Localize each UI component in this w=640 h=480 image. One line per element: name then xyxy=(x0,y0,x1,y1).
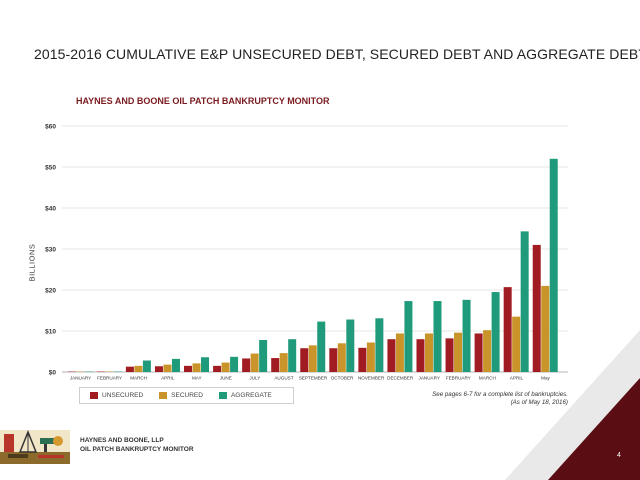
bar-secured xyxy=(424,333,433,372)
y-tick-label: $0 xyxy=(49,370,57,377)
footer-report-name: OIL PATCH BANKRUPTCY MONITOR xyxy=(80,445,194,453)
bar-secured xyxy=(337,343,346,372)
y-tick-label: $30 xyxy=(45,247,56,254)
page-number: 4 xyxy=(617,452,621,459)
bar-unsecured xyxy=(242,358,251,372)
bar-secured xyxy=(541,285,550,372)
y-tick-label: $20 xyxy=(45,288,56,295)
bar-unsecured xyxy=(271,358,280,372)
bar-aggregate xyxy=(171,358,180,372)
bar-secured xyxy=(221,362,230,372)
legend-item-aggregate: AGGREGATE xyxy=(218,392,272,399)
bar-aggregate xyxy=(549,158,558,372)
bar-aggregate xyxy=(404,301,413,372)
bar-unsecured xyxy=(445,338,454,372)
bar-unsecured xyxy=(300,348,309,372)
firm-logo-illustration xyxy=(0,430,70,464)
footer: HAYNES AND BOONE, LLP OIL PATCH BANKRUPT… xyxy=(80,437,194,454)
bar-aggregate xyxy=(375,318,384,372)
x-tick-label: JANUARY xyxy=(419,376,440,381)
bar-aggregate xyxy=(433,301,442,372)
legend-item-secured: SECURED xyxy=(159,392,203,399)
bar-aggregate xyxy=(230,356,239,372)
slide-title: 2015-2016 CUMULATIVE E&P UNSECURED DEBT,… xyxy=(34,46,640,62)
x-tick-label: SEPTEMBER xyxy=(299,376,328,381)
legend-swatch-secured xyxy=(159,392,168,399)
bar-secured xyxy=(308,345,317,372)
bar-aggregate xyxy=(346,319,355,372)
footer-firm-name: HAYNES AND BOONE, LLP xyxy=(80,437,164,444)
x-tick-label: JANUARY xyxy=(70,376,91,381)
bar-aggregate xyxy=(288,339,297,372)
bar-secured xyxy=(163,364,172,372)
legend-label-aggregate: AGGREGATE xyxy=(230,392,272,399)
x-tick-label: FEBRUARY xyxy=(446,376,471,381)
bar-unsecured xyxy=(329,348,338,372)
legend-label-secured: SECURED xyxy=(171,392,203,399)
chart-note: See pages 6-7 for a complete list of ban… xyxy=(432,391,568,407)
bar-aggregate xyxy=(259,340,268,372)
x-tick-label: MARCH xyxy=(479,376,496,381)
bar-aggregate xyxy=(520,231,529,372)
bar-secured xyxy=(192,363,201,372)
bar-aggregate xyxy=(317,321,326,372)
x-tick-label: May xyxy=(541,376,550,381)
bar-secured xyxy=(134,365,143,372)
bar-secured xyxy=(395,333,404,372)
bar-unsecured xyxy=(213,365,222,372)
x-tick-label: FEBRUARY xyxy=(97,376,122,381)
note-line-1: See pages 6-7 for a complete list of ban… xyxy=(432,391,568,398)
x-tick-label: AUGUST xyxy=(274,376,293,381)
chart-title: HAYNES AND BOONE OIL PATCH BANKRUPTCY MO… xyxy=(76,96,330,106)
x-tick-label: JULY xyxy=(249,376,260,381)
x-tick-label: MARCH xyxy=(130,376,147,381)
legend-swatch-unsecured xyxy=(90,392,98,399)
y-tick-label: $50 xyxy=(45,165,56,172)
x-tick-label: JUNE xyxy=(220,376,232,381)
bar-unsecured xyxy=(474,333,483,372)
bar-aggregate xyxy=(491,292,500,372)
bar-unsecured xyxy=(184,365,193,372)
bar-unsecured xyxy=(503,287,512,372)
bar-secured xyxy=(250,353,259,372)
y-tick-label: $10 xyxy=(45,329,56,336)
note-line-2: (As of May 18, 2016) xyxy=(510,399,568,406)
x-tick-label: APRIL xyxy=(510,376,524,381)
corner-red-shape xyxy=(548,378,640,480)
bar-unsecured xyxy=(416,339,425,372)
bar-chart: $0 $10 $20 $30 $40 $50 $60 JANUARY FEBRUARY MARCH… xyxy=(45,124,568,381)
x-tick-label: OCTOBER xyxy=(331,376,354,381)
bar-secured xyxy=(279,353,288,372)
x-tick-label: MAY xyxy=(192,376,202,381)
chart-legend: UNSECURED SECURED AGGREGATE xyxy=(79,387,294,404)
bar-aggregate xyxy=(201,357,210,372)
bar-secured xyxy=(483,330,492,372)
bar-unsecured xyxy=(154,366,163,372)
bar-unsecured xyxy=(125,366,134,372)
bar-secured xyxy=(454,332,463,372)
y-tick-label: $40 xyxy=(45,206,56,213)
bar-aggregate xyxy=(142,360,151,372)
legend-item-unsecured: UNSECURED xyxy=(90,392,143,399)
bar-unsecured xyxy=(358,347,367,372)
legend-swatch-aggregate xyxy=(218,392,227,399)
bar-secured xyxy=(366,342,375,372)
x-tick-label: NOVEMBER xyxy=(358,376,385,381)
bar-aggregate xyxy=(462,299,471,372)
bar-unsecured xyxy=(532,244,541,372)
bar-secured xyxy=(512,316,521,372)
y-tick-label: $60 xyxy=(45,124,56,131)
x-tick-label: DECEMBER xyxy=(387,376,414,381)
legend-label-unsecured: UNSECURED xyxy=(102,392,144,399)
bar-unsecured xyxy=(387,339,396,372)
x-tick-label: APRIL xyxy=(161,376,175,381)
